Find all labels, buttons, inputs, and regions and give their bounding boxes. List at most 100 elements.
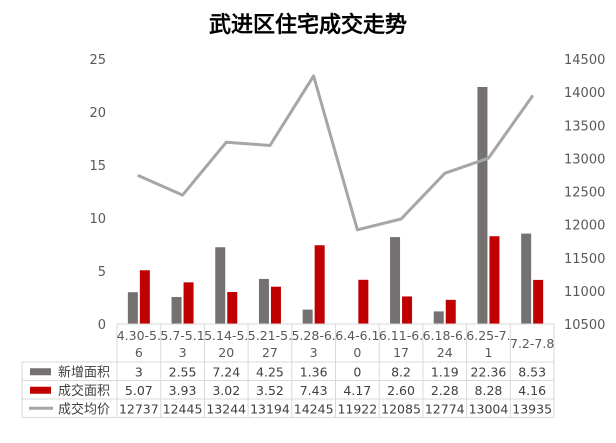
right-axis-tick-label: 14500 — [564, 53, 605, 68]
new-area-bar — [521, 233, 532, 324]
table-cell-value: 2.60 — [387, 383, 415, 398]
category-label-line: 5.21-5. — [248, 328, 292, 343]
deal-area-bar — [489, 236, 500, 324]
category-label-line: 20 — [218, 345, 234, 360]
bar-series-group — [127, 86, 544, 324]
category-label-line: 1 — [484, 345, 492, 360]
table-cell-value: 11922 — [337, 401, 377, 416]
table-cell-value: 12445 — [163, 401, 203, 416]
deal-area-bar — [314, 245, 325, 324]
table-cell-value: 8.53 — [518, 364, 546, 379]
left-axis: 0 5 10 15 20 25 — [89, 53, 106, 333]
deal-area-bar — [445, 299, 456, 324]
category-label-line: 6.11-6. — [379, 328, 423, 343]
table-cell-value: 12737 — [119, 401, 159, 416]
right-axis-tick-label: 14000 — [564, 86, 605, 101]
category-label-line: 6.25-7. — [466, 328, 510, 343]
category-label-line: 3 — [179, 345, 187, 360]
table-cell-value: 1.36 — [300, 364, 328, 379]
table-cell-value: 13935 — [512, 401, 552, 416]
category-label: 5.7-5.1 3 — [160, 328, 204, 360]
avg-price-line — [137, 74, 534, 232]
table-cell-value: 3.02 — [212, 383, 240, 398]
table-cell-value: 2.55 — [169, 364, 197, 379]
category-label-line: 0 — [353, 345, 361, 360]
new-area-bar — [127, 292, 138, 324]
line-series-group — [137, 74, 534, 232]
legend-label: 成交面积 — [58, 383, 110, 399]
chart-title: 武进区住宅成交走势 — [209, 12, 407, 38]
table-cell-value: 13004 — [469, 401, 509, 416]
right-axis-tick-label: 10500 — [564, 318, 605, 333]
category-label: 7.2-7.8 — [510, 336, 554, 351]
table-cell-value: 8.28 — [475, 383, 503, 398]
new-area-bar — [258, 278, 269, 324]
table-cell-value: 7.43 — [300, 383, 328, 398]
category-label: 4.30-5. 6 — [117, 328, 161, 360]
deal-area-bar — [358, 279, 369, 324]
category-label: 5.21-5. 27 — [248, 328, 292, 360]
table-cell-value: 4.25 — [256, 364, 284, 379]
new-area-bar — [215, 247, 226, 324]
table-cell-value: 3 — [135, 364, 143, 379]
category-label-line: 5.28-6. — [292, 328, 336, 343]
category-label-line: 6 — [135, 345, 143, 360]
right-axis-tick-label: 11000 — [564, 285, 605, 300]
table-cell-value: 0 — [353, 364, 361, 379]
table-cell-value: 12085 — [381, 401, 421, 416]
category-label-line: 7.2-7.8 — [510, 336, 554, 351]
category-label-line: 4.30-5. — [117, 328, 161, 343]
new-area-bar — [390, 237, 401, 324]
category-label: 5.14-5. 20 — [204, 328, 248, 360]
category-label: 5.28-6. 3 — [292, 328, 336, 360]
legend-label: 新增面积 — [58, 364, 110, 380]
deal-area-bar — [227, 291, 238, 324]
table-cell-value: 5.07 — [125, 383, 153, 398]
left-axis-tick-label: 0 — [98, 318, 106, 333]
new-area-bar — [477, 86, 488, 324]
deal-area-bar — [402, 296, 413, 324]
legend-key-new-area — [30, 368, 51, 376]
table-cell-value: 7.24 — [212, 364, 240, 379]
category-label-line: 17 — [393, 345, 409, 360]
category-label-line: 6.18-6. — [423, 328, 467, 343]
table-cell-value: 14245 — [294, 401, 334, 416]
left-axis-tick-label: 25 — [89, 53, 106, 68]
category-label-line: 3 — [310, 345, 318, 360]
table-cell-value: 4.17 — [343, 383, 371, 398]
table-cell-value: 12774 — [425, 401, 465, 416]
left-axis-tick-label: 15 — [89, 159, 106, 174]
new-area-bar — [302, 309, 313, 324]
right-axis-tick-label: 12500 — [564, 186, 605, 201]
new-area-bar — [433, 311, 444, 324]
table-cell-value: 13194 — [250, 401, 290, 416]
deal-area-bar — [139, 270, 150, 324]
deal-area-bar — [270, 286, 281, 324]
category-label-line: 6.4-6.1 — [335, 328, 379, 343]
category-label-line: 27 — [262, 345, 278, 360]
right-axis-tick-label: 13000 — [564, 152, 605, 167]
left-axis-tick-label: 5 — [98, 265, 106, 280]
category-label: 6.4-6.1 0 — [335, 328, 379, 360]
left-axis-tick-label: 10 — [89, 212, 106, 227]
new-area-bar — [171, 296, 182, 324]
table-cell-value: 22.36 — [471, 364, 507, 379]
category-label: 6.18-6. 24 — [423, 328, 467, 360]
deal-area-bar — [183, 282, 194, 324]
deal-area-bar — [533, 279, 544, 324]
legend-key-deal-area — [30, 386, 51, 394]
table-cell-value: 4.16 — [518, 383, 546, 398]
table-cell-value: 3.52 — [256, 383, 284, 398]
table-cell-value: 1.19 — [431, 364, 459, 379]
right-axis-tick-label: 13500 — [564, 119, 605, 134]
legend-label: 成交均价 — [58, 401, 110, 417]
table-cell-value: 2.28 — [431, 383, 459, 398]
category-label-line: 24 — [437, 345, 453, 360]
category-label: 6.11-6. 17 — [379, 328, 423, 360]
right-axis: 10500 11000 11500 12000 12500 13000 13500 14000… — [564, 53, 605, 333]
category-label-line: 5.14-5. — [204, 328, 248, 343]
table-cell-value: 8.2 — [391, 364, 411, 379]
category-label: 6.25-7. 1 — [466, 328, 510, 360]
left-axis-tick-label: 20 — [89, 106, 106, 121]
